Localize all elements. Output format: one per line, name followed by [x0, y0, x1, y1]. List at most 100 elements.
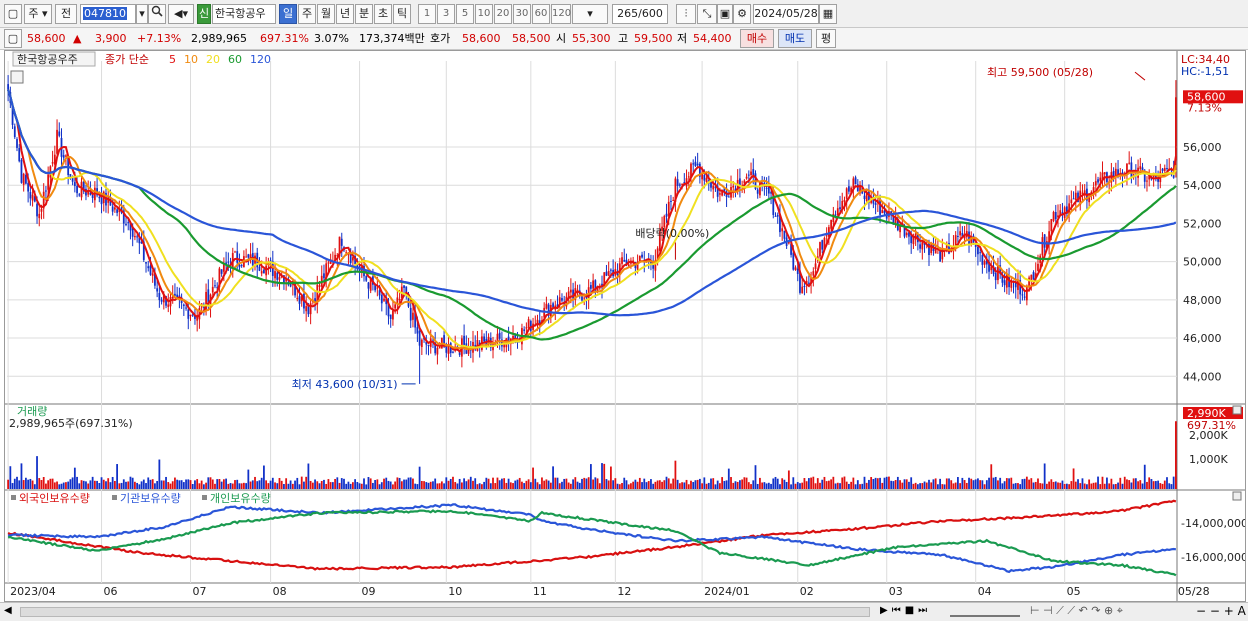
ask-label: 호가 — [430, 32, 451, 45]
holding-legend: 기관보유수량 — [120, 492, 181, 505]
volume-bar — [25, 477, 27, 489]
candle-body — [263, 269, 265, 274]
volume-bar — [458, 478, 461, 489]
search-icon[interactable] — [148, 4, 166, 24]
sell-button[interactable]: 매도 — [778, 29, 812, 48]
scroll-left-icon[interactable]: ◀ — [4, 605, 12, 616]
volume-bar — [372, 482, 374, 489]
interval-tab[interactable]: 120 — [551, 4, 571, 24]
candle-body — [374, 284, 377, 291]
scrollbar[interactable]: ◀ ▶⏮■⏭ ⊢ ⊣ ⟋ ⟋ ↶ ↷ ⊕ ⌖ − − + A — [0, 602, 1248, 621]
volume-bar — [389, 481, 392, 489]
candle-body — [839, 207, 841, 210]
zoom-slider[interactable] — [950, 607, 1020, 617]
period-tab[interactable]: 주 — [298, 4, 316, 24]
candle-body — [576, 289, 579, 291]
buy-button[interactable]: 매수 — [740, 29, 774, 48]
candle-body — [1010, 279, 1013, 288]
candle-body — [125, 224, 127, 226]
volume-bar — [45, 483, 47, 489]
candle-body — [999, 265, 1002, 275]
mode-select-1[interactable]: 주 ▾ — [24, 4, 52, 24]
period-tab[interactable]: 분 — [355, 4, 373, 24]
playback-controls[interactable]: ▶⏮■⏭ — [880, 605, 932, 616]
sound-icon[interactable]: ◀▾ — [168, 4, 194, 24]
candle-body — [98, 197, 101, 199]
period-tab[interactable]: 월 — [317, 4, 335, 24]
candle-body — [276, 272, 279, 280]
candle-body — [990, 266, 993, 271]
candle-body — [523, 329, 526, 331]
volume-bar — [85, 481, 87, 489]
volume-bar — [839, 483, 841, 489]
candle-body — [316, 284, 319, 305]
volume-bar — [300, 476, 303, 489]
volume-bar — [294, 480, 296, 489]
window-icon-2[interactable]: ▢ — [4, 29, 22, 48]
volume-bar — [534, 478, 537, 489]
volume-bar — [1128, 480, 1131, 489]
period-tab[interactable]: 틱 — [393, 4, 411, 24]
volume-bar — [805, 481, 808, 489]
interval-tab[interactable]: 30 — [513, 4, 531, 24]
interval-tab[interactable]: 10 — [475, 4, 493, 24]
volume-bar — [979, 480, 982, 489]
y-tick-label: 48,000 — [1183, 294, 1222, 307]
calendar-icon[interactable]: ▦ — [819, 4, 837, 24]
volume-y-tick: 1,000K — [1189, 453, 1228, 466]
volume-bar — [1068, 484, 1071, 489]
stock-code-input[interactable]: 047810 — [80, 4, 136, 24]
volume-bar — [307, 463, 310, 489]
interval-tab[interactable]: 60 — [532, 4, 550, 24]
scroll-track[interactable] — [20, 607, 870, 617]
candle-body — [552, 303, 554, 308]
candle-body — [556, 304, 559, 307]
date-field[interactable]: 2024/05/28 — [753, 4, 819, 24]
candle-body — [1117, 169, 1119, 177]
code-dropdown-icon[interactable]: ▾ — [136, 4, 148, 24]
volume-bar — [1012, 483, 1015, 489]
save-icon[interactable]: ▣ — [717, 4, 733, 24]
interval-tab[interactable]: 5 — [456, 4, 474, 24]
interval-tab[interactable]: 20 — [494, 4, 512, 24]
volume-bar — [1157, 480, 1159, 489]
volume-bar — [218, 479, 221, 489]
candle-icon[interactable]: ⫶ — [676, 4, 696, 24]
candle-body — [447, 344, 450, 354]
period-tab[interactable]: 일 — [279, 4, 297, 24]
chart-area[interactable]: 2023/04 06 07 08 09 10 11 12 2024/01 02 03 04 05 05/2… — [4, 50, 1248, 602]
volume-bar — [658, 480, 661, 489]
chart-labels: 2023/04 06 07 08 09 10 11 12 2024/01 02 03 04 05 05/2… — [9, 51, 1248, 598]
high-value: 59,500 — [634, 32, 673, 45]
period-tab[interactable]: 년 — [336, 4, 354, 24]
candle-body — [147, 266, 150, 269]
volume-bar — [912, 483, 915, 489]
mode-select-2[interactable]: 전 — [55, 4, 77, 24]
trend-icon[interactable]: ⤡ — [697, 4, 717, 24]
chart-svg[interactable]: 2023/04 06 07 08 09 10 11 12 2024/01 02 03 04 05 05/2… — [5, 51, 1248, 601]
window-icon[interactable]: ▢ — [4, 4, 22, 24]
interval-tab[interactable]: 3 — [437, 4, 455, 24]
draw-tools[interactable]: ⊢ ⊣ ⟋ ⟋ ↶ ↷ ⊕ ⌖ — [1030, 604, 1123, 617]
interval-dropdown[interactable]: ▾ — [572, 4, 608, 24]
gear-icon[interactable]: ⚙ — [733, 4, 751, 24]
search-glyph — [151, 5, 163, 17]
volume-bar — [592, 479, 595, 489]
interval-tab[interactable]: 1 — [418, 4, 436, 24]
candle-body — [134, 236, 136, 238]
volume-bar — [1034, 481, 1037, 489]
volume-bar — [585, 478, 588, 489]
volume-bar — [547, 480, 550, 489]
volume-bar — [541, 477, 543, 489]
candle-body — [710, 181, 712, 188]
zoom-buttons[interactable]: − − + A — [1196, 604, 1246, 618]
candle-body — [7, 84, 10, 90]
period-tab[interactable]: 초 — [374, 4, 392, 24]
volume-bar — [1088, 479, 1091, 489]
volume-bar — [487, 478, 490, 489]
candle-body — [1048, 231, 1050, 244]
candle-body — [879, 198, 881, 215]
count-field[interactable]: 265/600 — [612, 4, 668, 24]
eval-button[interactable]: 평 — [816, 29, 836, 48]
candle-body — [921, 242, 924, 250]
